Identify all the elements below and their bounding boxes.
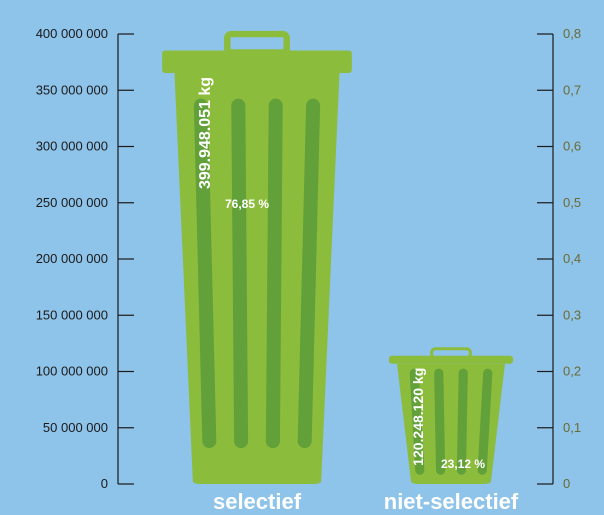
left-tick-label: 150 000 000: [36, 307, 108, 322]
category-labels: selectief niet-selectief: [213, 489, 519, 514]
right-tick-label: 0,1: [563, 420, 581, 435]
bin-body: [397, 363, 505, 484]
right-tick-label: 0,7: [563, 82, 581, 97]
bin-stripe: [456, 368, 468, 475]
left-tick-label: 250 000 000: [36, 195, 108, 210]
left-tick-label: 200 000 000: [36, 251, 108, 266]
bin-stripe: [193, 98, 217, 449]
left-axis: 0 50 000 000 100 000 000 150 000 000 200 000…: [36, 26, 134, 491]
share-label: 23,12 %: [441, 457, 485, 471]
category-label: selectief: [213, 489, 302, 514]
right-tick-label: 0: [563, 476, 570, 491]
left-tick-label: 50 000 000: [43, 420, 108, 435]
left-tick-label: 400 000 000: [36, 26, 108, 41]
left-tick-label: 350 000 000: [36, 82, 108, 97]
bin-stripe: [477, 368, 493, 475]
category-label: niet-selectief: [384, 489, 519, 514]
right-tick-label: 0,8: [563, 26, 581, 41]
bar-niet-selectief: 120.248.120 kg 23,12 %: [388, 347, 514, 484]
right-tick-label: 0,3: [563, 307, 581, 322]
bin-body: [174, 72, 340, 485]
right-tick-label: 0,4: [563, 251, 581, 266]
left-tick-label: 300 000 000: [36, 139, 108, 154]
bars: 399.948.051 kg 76,85 % 120.248.120 kg 23,12…: [162, 30, 514, 485]
bin-stripe: [231, 98, 249, 449]
bin-handle: [224, 30, 290, 56]
bin-lid: [388, 355, 514, 364]
value-label: 120.248.120 kg: [410, 368, 426, 466]
left-tick-label: 100 000 000: [36, 364, 108, 379]
bin-lid: [162, 50, 352, 73]
right-tick-label: 0,6: [563, 139, 581, 154]
share-label: 76,85 %: [225, 197, 269, 211]
right-axis: 0 0,1 0,2 0,3 0,4 0,5 0,6 0,7 0,8: [537, 26, 581, 491]
bar-selectief: 399.948.051 kg 76,85 %: [162, 30, 352, 485]
bin-stripe: [434, 368, 446, 475]
value-label: 399.948.051 kg: [197, 77, 214, 189]
bin-stripe: [265, 98, 283, 449]
right-tick-label: 0,2: [563, 364, 581, 379]
left-tick-label: 0: [101, 476, 108, 491]
bin-stripe: [297, 98, 321, 449]
bin-stripe: [409, 368, 425, 475]
right-tick-label: 0,5: [563, 195, 581, 210]
